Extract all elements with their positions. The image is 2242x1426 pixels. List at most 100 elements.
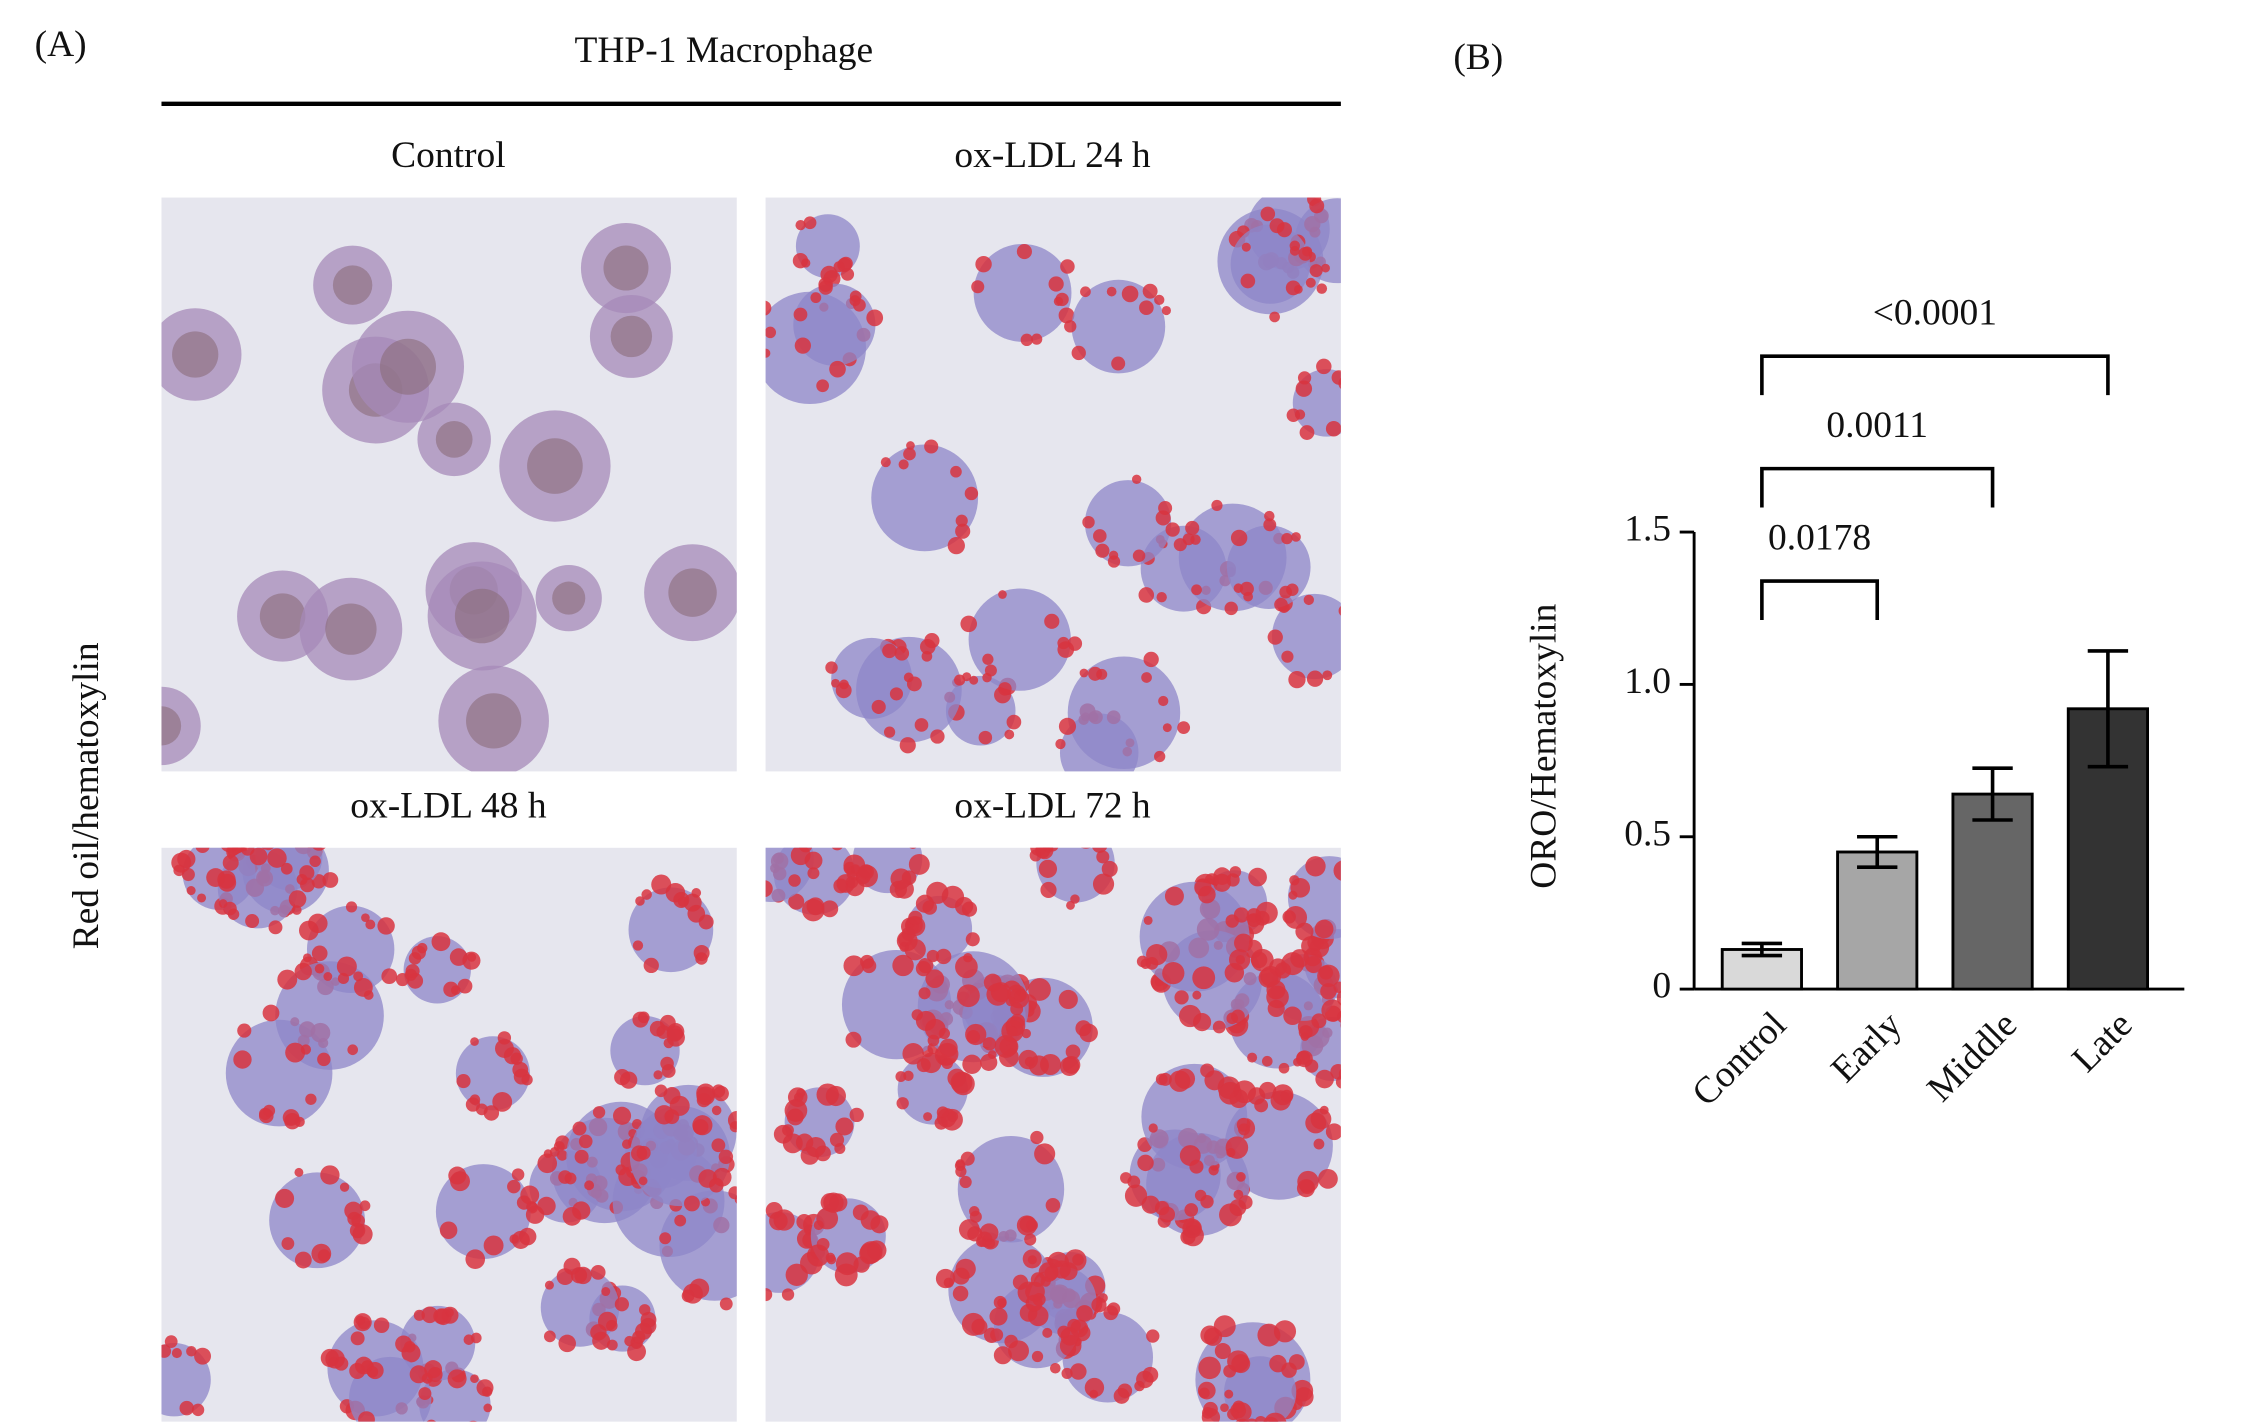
lipid-droplet bbox=[880, 457, 891, 468]
lipid-droplet bbox=[1290, 949, 1310, 968]
lipid-droplet bbox=[1263, 518, 1277, 532]
lipid-droplet bbox=[1148, 1123, 1158, 1133]
lipid-droplet bbox=[298, 920, 319, 941]
lipid-droplet bbox=[1362, 203, 1379, 220]
lipid-droplet bbox=[871, 826, 888, 843]
lipid-droplet bbox=[759, 814, 782, 837]
lipid-droplet bbox=[1281, 1362, 1297, 1378]
lipid-droplet bbox=[950, 465, 962, 478]
lipid-droplet bbox=[1096, 850, 1110, 864]
lipid-droplet bbox=[1344, 904, 1365, 925]
lipid-droplet bbox=[592, 1331, 611, 1350]
lipid-droplet bbox=[194, 1347, 212, 1365]
lipid-droplet bbox=[492, 1091, 513, 1112]
lipid-droplet bbox=[1093, 529, 1107, 543]
nucleus bbox=[610, 315, 653, 358]
lipid-droplet bbox=[395, 972, 410, 987]
lipid-droplet bbox=[311, 1243, 332, 1264]
lipid-droplet bbox=[1238, 1195, 1253, 1210]
lipid-droplet bbox=[1298, 247, 1313, 261]
lipid-droplet bbox=[1081, 847, 1091, 849]
lipid-droplet bbox=[1072, 1253, 1084, 1266]
lipid-droplet bbox=[281, 1237, 295, 1250]
lipid-droplet bbox=[621, 1139, 632, 1150]
lipid-droplet bbox=[959, 1175, 972, 1189]
lipid-droplet bbox=[806, 897, 825, 916]
lipid-droplet bbox=[984, 664, 997, 677]
lipid-droplet bbox=[1267, 629, 1283, 645]
lipid-droplet bbox=[482, 1386, 493, 1397]
lipid-droplet bbox=[366, 1422, 384, 1426]
lipid-droplet bbox=[1330, 1063, 1341, 1080]
lipid-droplet bbox=[857, 816, 879, 838]
lipid-droplet bbox=[305, 1093, 317, 1105]
cell bbox=[217, 848, 298, 929]
lipid-droplet bbox=[1333, 860, 1341, 881]
lipid-droplet bbox=[1359, 933, 1370, 944]
lipid-droplet bbox=[1158, 501, 1173, 516]
y-tick-label: 0 bbox=[1652, 966, 1671, 1007]
lipid-droplet bbox=[294, 1251, 312, 1269]
lipid-droplet bbox=[638, 1304, 651, 1316]
lipid-droplet bbox=[659, 1232, 672, 1245]
lipid-droplet bbox=[632, 940, 644, 951]
lipid-droplet bbox=[195, 847, 210, 853]
lipid-droplet bbox=[674, 1214, 687, 1227]
lipid-droplet bbox=[1158, 1072, 1172, 1086]
lipid-droplet bbox=[1103, 1305, 1119, 1321]
lipid-droplet bbox=[263, 1104, 276, 1117]
lipid-droplet bbox=[1127, 1175, 1141, 1189]
lipid-droplet bbox=[275, 1188, 295, 1208]
lipid-droplet bbox=[555, 1135, 570, 1150]
lipid-droplet bbox=[667, 1023, 685, 1041]
lipid-droplet bbox=[1232, 1400, 1245, 1413]
lipid-droplet bbox=[1353, 1037, 1372, 1056]
lipid-droplet bbox=[237, 1023, 252, 1038]
lipid-droplet bbox=[829, 1193, 848, 1212]
lipid-droplet bbox=[737, 880, 747, 890]
lipid-droplet bbox=[684, 1195, 700, 1212]
lipid-droplet bbox=[1028, 978, 1051, 1001]
lipid-droplet bbox=[713, 1085, 729, 1102]
lipid-droplet bbox=[1313, 1138, 1325, 1150]
nucleus bbox=[454, 588, 510, 644]
nucleus bbox=[552, 581, 586, 615]
lipid-droplet bbox=[1184, 1203, 1199, 1217]
lipid-droplet bbox=[309, 855, 321, 868]
lipid-droplet bbox=[426, 1419, 436, 1422]
lipid-droplet bbox=[1025, 1294, 1043, 1312]
lipid-droplet bbox=[1059, 1056, 1080, 1076]
lipid-droplet bbox=[835, 1117, 854, 1136]
lipid-droplet bbox=[267, 848, 287, 868]
lipid-droplet bbox=[765, 1288, 773, 1302]
lipid-droplet bbox=[990, 1328, 1004, 1342]
lipid-droplet bbox=[1331, 370, 1341, 385]
lipid-droplet bbox=[660, 1056, 674, 1071]
lipid-droplet bbox=[1141, 1195, 1160, 1214]
lipid-droplet bbox=[450, 1171, 470, 1192]
lipid-droplet bbox=[1136, 955, 1149, 968]
lipid-droplet bbox=[871, 699, 886, 714]
lipid-droplet bbox=[337, 972, 350, 985]
lipid-droplet bbox=[1213, 873, 1232, 892]
lipid-droplet bbox=[134, 1376, 143, 1385]
lipid-droplet bbox=[1203, 1401, 1218, 1417]
cell bbox=[793, 283, 876, 366]
lipid-droplet bbox=[1295, 1050, 1313, 1068]
nucleus bbox=[325, 603, 377, 655]
panel-label: (B) bbox=[1453, 37, 1503, 78]
lipid-droplet bbox=[1010, 1002, 1024, 1016]
lipid-droplet bbox=[1233, 907, 1250, 923]
lipid-droplet bbox=[148, 1399, 159, 1410]
lipid-droplet bbox=[140, 1391, 150, 1401]
lipid-droplet bbox=[558, 1334, 576, 1353]
lipid-droplet bbox=[960, 615, 978, 633]
lipid-droplet bbox=[1095, 543, 1110, 558]
bar bbox=[2066, 707, 2150, 991]
lipid-droplet bbox=[740, 1218, 757, 1235]
lipid-droplet bbox=[636, 1145, 651, 1160]
lipid-droplet bbox=[980, 1053, 998, 1071]
lipid-droplet bbox=[816, 1237, 830, 1251]
lipid-droplet bbox=[1031, 1350, 1044, 1363]
lipid-droplet bbox=[924, 439, 939, 454]
